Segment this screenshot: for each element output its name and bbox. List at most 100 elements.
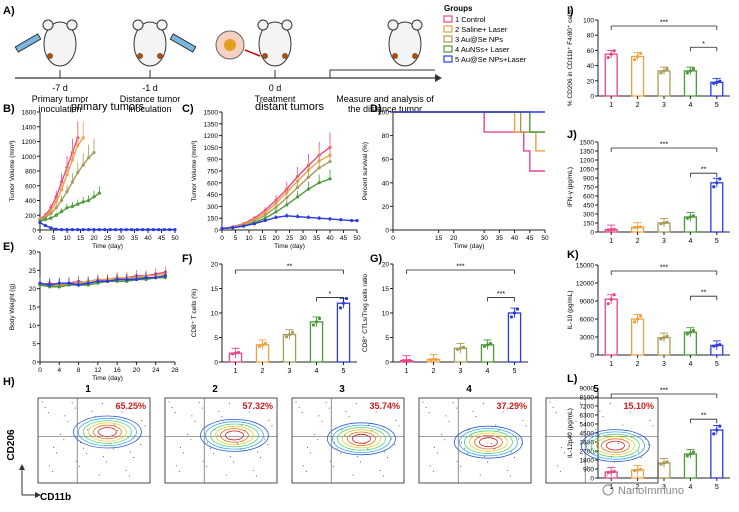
scatter-dot bbox=[78, 466, 80, 468]
scatter-dot bbox=[633, 470, 635, 472]
scatter-dot bbox=[652, 425, 654, 427]
scatter-dot bbox=[394, 443, 396, 445]
x-tick-label: 35 bbox=[313, 235, 321, 242]
scatter-dot bbox=[559, 470, 561, 472]
data-point bbox=[715, 428, 719, 432]
scatter-dot bbox=[317, 439, 319, 441]
data-point bbox=[350, 218, 354, 223]
scatter-dot bbox=[560, 446, 562, 448]
scatter-dot bbox=[598, 434, 600, 436]
scatter-dot bbox=[445, 415, 447, 417]
scatter-dot bbox=[67, 420, 69, 422]
arrow-up-icon bbox=[19, 464, 25, 470]
y-tick-label: 100 bbox=[583, 18, 594, 25]
series-line bbox=[39, 192, 100, 222]
data-point bbox=[612, 227, 616, 232]
timeline-label-3a: Treatment bbox=[255, 94, 296, 104]
bar bbox=[710, 182, 724, 233]
scatter-dot bbox=[232, 461, 234, 463]
scatter-dot bbox=[609, 403, 611, 405]
significance-label: *** bbox=[660, 265, 668, 272]
scatter-dot bbox=[472, 410, 474, 412]
density-contour bbox=[225, 430, 244, 441]
scatter-dot bbox=[571, 439, 573, 441]
scatter-dot bbox=[522, 419, 524, 421]
scatter-dot bbox=[606, 474, 608, 476]
y-tick-label: 6000 bbox=[580, 317, 595, 324]
data-point bbox=[87, 198, 91, 203]
data-point bbox=[38, 221, 42, 225]
x-tick-label: 4 bbox=[315, 368, 319, 375]
x-tick-label: 40 bbox=[144, 235, 152, 242]
chart-ctl-treg-ratio: 0 5 10 15 20 CD8⁺ CTLs/Treg cells ratio 1 2 3 4 5 *… bbox=[362, 262, 528, 375]
flow-plot-frame bbox=[545, 397, 659, 484]
data-point bbox=[665, 334, 669, 338]
data-point bbox=[96, 279, 100, 283]
bar bbox=[604, 298, 618, 356]
scatter-dot bbox=[125, 470, 127, 472]
data-point bbox=[57, 281, 61, 285]
significance-label: ** bbox=[701, 413, 707, 420]
density-contour bbox=[347, 431, 376, 447]
y-axis-label: Body Weight (g) bbox=[9, 284, 16, 330]
data-point bbox=[54, 227, 58, 231]
data-point bbox=[712, 185, 716, 189]
scatter-dot bbox=[264, 438, 266, 440]
x-tick-label: 0 bbox=[220, 235, 224, 242]
flow-panel: 5 15.10% bbox=[545, 384, 659, 484]
x-tick-label: 0 bbox=[38, 235, 42, 242]
data-point bbox=[665, 220, 669, 224]
y-tick-label: 600 bbox=[583, 194, 594, 201]
data-point bbox=[38, 281, 42, 285]
chart-ifn-gamma: 0 150 300 450 600 750 900 1050 1200 1350 1500 IFN-γ… bbox=[567, 140, 730, 245]
data-point bbox=[688, 452, 693, 456]
scatter-dot bbox=[64, 415, 66, 417]
scatter-dot bbox=[87, 429, 89, 431]
data-point bbox=[317, 317, 322, 321]
density-contour bbox=[332, 424, 391, 453]
data-point bbox=[92, 150, 96, 155]
scatter-dot bbox=[575, 420, 577, 422]
scatter-dot bbox=[355, 403, 357, 405]
scatter-dot bbox=[267, 443, 269, 445]
x-tick-label: 4 bbox=[688, 238, 692, 245]
x-tick-label: 2 bbox=[636, 238, 640, 245]
scatter-dot bbox=[202, 460, 204, 462]
scatter-dot bbox=[494, 448, 496, 450]
scatter-dot bbox=[428, 412, 430, 414]
scatter-dot bbox=[613, 461, 615, 463]
data-point bbox=[636, 468, 640, 472]
y-tick-label: 0 bbox=[590, 353, 594, 360]
scatter-dot bbox=[144, 425, 146, 427]
flow-panel: 3 35.74% bbox=[291, 384, 405, 484]
x-tick-label: 25 bbox=[104, 235, 112, 242]
data-point bbox=[718, 343, 722, 347]
scatter-dot bbox=[648, 443, 650, 445]
y-tick-label: 80 bbox=[587, 33, 595, 40]
x-tick-label: 5 bbox=[715, 361, 719, 368]
scatter-dot bbox=[599, 410, 601, 412]
scatter-dot bbox=[586, 466, 588, 468]
data-point bbox=[458, 346, 463, 350]
scatter-dot bbox=[429, 465, 431, 467]
data-point bbox=[70, 204, 74, 208]
data-point bbox=[718, 177, 722, 181]
x-tick-label: 1 bbox=[405, 368, 409, 375]
data-point bbox=[274, 205, 278, 209]
data-point bbox=[81, 228, 85, 232]
scatter-dot bbox=[128, 475, 130, 477]
scatter-dot bbox=[471, 434, 473, 436]
data-point bbox=[263, 218, 267, 223]
x-axis-label: Time (day) bbox=[92, 375, 123, 382]
x-tick-label: 4 bbox=[688, 102, 692, 109]
y-axis-label: Percent survival (%) bbox=[362, 142, 369, 200]
y-tick-label: 0 bbox=[385, 360, 389, 367]
data-point bbox=[688, 215, 693, 219]
x-tick-label: 40 bbox=[326, 235, 334, 242]
legend-swatch bbox=[443, 15, 453, 23]
data-point bbox=[715, 80, 719, 84]
scatter-dot bbox=[329, 460, 331, 462]
scatter-dot bbox=[495, 424, 497, 426]
chart-distant-tumors: 01503004506007509001050120013501500Tumor… bbox=[191, 101, 361, 250]
data-point bbox=[43, 218, 48, 222]
